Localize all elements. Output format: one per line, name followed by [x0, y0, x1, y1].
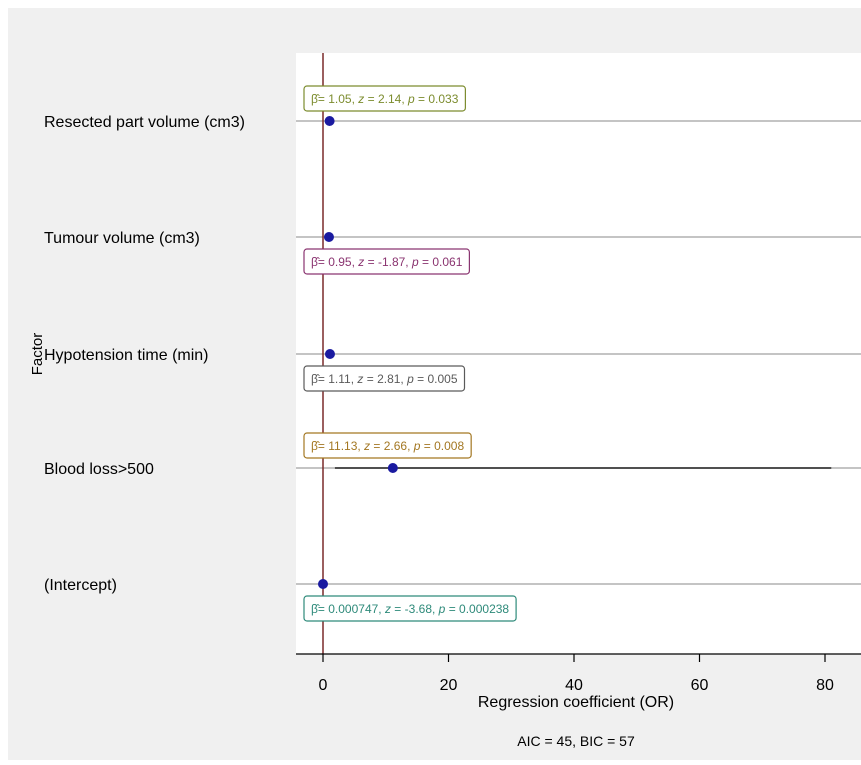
coefficient-annotation: β̂= 11.13, z = 2.66, p = 0.008: [303, 432, 472, 459]
x-tick-label: 20: [440, 677, 458, 694]
estimate-point: [323, 232, 334, 242]
factor-label: (Intercept): [44, 577, 117, 594]
annotation-text: β̂= 1.11, z = 2.81, p = 0.005: [311, 372, 458, 386]
annotation-text: β̂= 0.95, z = -1.87, p = 0.061: [311, 255, 463, 269]
x-tick-label: 80: [816, 677, 834, 694]
forest-plot: β̂= 1.05, z = 2.14, p = 0.033 β̂= 0.95, z…: [29, 53, 861, 749]
estimate-point: [324, 349, 335, 359]
x-tick-label: 0: [319, 677, 328, 694]
x-tick-label: 40: [565, 677, 583, 694]
coefficient-annotation: β̂= 1.11, z = 2.81, p = 0.005: [303, 365, 466, 392]
coefficient-annotation: β̂= 0.95, z = -1.87, p = 0.061: [303, 248, 470, 275]
coefficient-annotation: β̂= 0.000747, z = -3.68, p = 0.000238: [303, 595, 517, 622]
x-axis-title: Regression coefficient (OR): [478, 694, 674, 711]
y-axis-title: Factor: [29, 333, 46, 376]
annotation-text: β̂= 11.13, z = 2.66, p = 0.008: [311, 439, 464, 453]
annotation-text: β̂= 1.05, z = 2.14, p = 0.033: [311, 92, 459, 106]
point-layer: [318, 116, 398, 589]
estimate-point: [318, 579, 329, 589]
factor-label: Tumour volume (cm3): [44, 230, 200, 247]
factor-label: Hypotension time (min): [44, 347, 209, 364]
factor-label: Blood loss>500: [44, 461, 154, 478]
annotation-box: [303, 85, 466, 112]
annotation-box: [303, 248, 470, 275]
annotation-box: [303, 595, 517, 622]
annotation-box: [303, 365, 466, 392]
x-tick-label: 60: [691, 677, 709, 694]
factor-label: Resected part volume (cm3): [44, 114, 245, 131]
estimate-point: [324, 116, 335, 126]
annotation-layer: β̂= 1.05, z = 2.14, p = 0.033 β̂= 0.95, z…: [303, 85, 517, 622]
annotation-text: β̂= 0.000747, z = -3.68, p = 0.000238: [311, 602, 509, 616]
coefficient-annotation: β̂= 1.05, z = 2.14, p = 0.033: [303, 85, 466, 112]
annotation-box: [303, 432, 472, 459]
x-tick-layer: 0 20 40 60 80: [319, 654, 834, 694]
y-tick-label-layer: Resected part volume (cm3) Tumour volume …: [44, 114, 245, 594]
estimate-point: [387, 463, 398, 473]
figure-background: β̂= 1.05, z = 2.14, p = 0.033 β̂= 0.95, z…: [8, 8, 861, 760]
model-fit-footnote: AIC = 45, BIC = 57: [517, 733, 635, 749]
